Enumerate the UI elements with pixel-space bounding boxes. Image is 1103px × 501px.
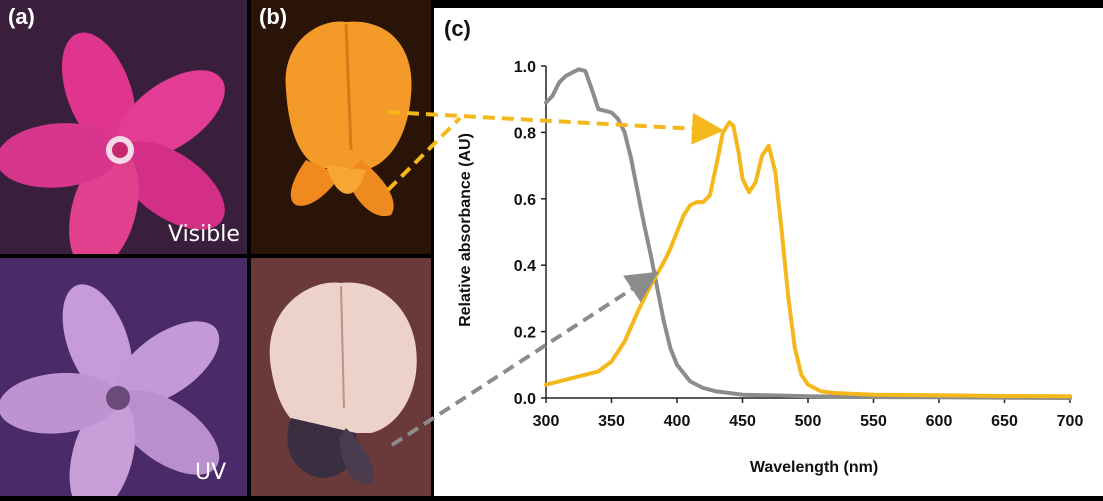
x-tick-label: 500 xyxy=(795,413,822,430)
y-tick-label: 0.2 xyxy=(514,325,536,342)
chart-axes: 0.0 0.2 0.4 0.6 0.8 1.0 300 350 400 450 500 550 600 6… xyxy=(514,59,1084,430)
photo-mallow-visible: (a) Visible xyxy=(0,0,247,254)
y-tick-label: 0.8 xyxy=(514,125,536,142)
series-line-1 xyxy=(544,120,1072,399)
x-tick-label: 700 xyxy=(1057,413,1084,430)
caption-visible: Visible xyxy=(168,222,240,247)
x-tick-label: 450 xyxy=(729,413,756,430)
mallow-visible-image xyxy=(0,0,247,254)
broom-uv-image xyxy=(251,258,431,496)
broom-visible-image xyxy=(251,0,431,254)
absorbance-chart: 0.0 0.2 0.4 0.6 0.8 1.0 300 350 400 450 500 550 600 6… xyxy=(457,59,1084,476)
y-tick-label: 1.0 xyxy=(514,59,536,76)
x-tick-label: 600 xyxy=(926,413,953,430)
x-tick-label: 550 xyxy=(860,413,887,430)
x-tick-label: 650 xyxy=(991,413,1018,430)
x-tick-label: 350 xyxy=(598,413,625,430)
y-tick-label: 0.4 xyxy=(514,258,536,275)
y-tick-label: 0.6 xyxy=(514,192,536,209)
series-line-0 xyxy=(544,67,1072,400)
x-axis-label: Wavelength (nm) xyxy=(750,459,878,476)
y-axis-label: Relative absorbance (AU) xyxy=(457,133,474,327)
x-tick-label: 300 xyxy=(533,413,560,430)
photo-broom-visible: (b) xyxy=(251,0,431,254)
chart-panel: (c) 0.0 0.2 0.4 0.6 0.8 1.0 300 350 400 450 500 550… xyxy=(434,8,1103,496)
caption-uv: UV xyxy=(195,460,227,485)
photo-mallow-uv: UV xyxy=(0,258,247,496)
panel-label-a: (a) xyxy=(8,4,35,29)
mallow-uv-image xyxy=(0,258,247,496)
x-tick-label: 400 xyxy=(664,413,691,430)
chart-series xyxy=(544,67,1072,400)
panel-label-b: (b) xyxy=(259,4,288,29)
y-tick-label: 0.0 xyxy=(514,391,536,408)
panel-label-c: (c) xyxy=(444,16,471,41)
photo-broom-uv xyxy=(251,258,431,496)
